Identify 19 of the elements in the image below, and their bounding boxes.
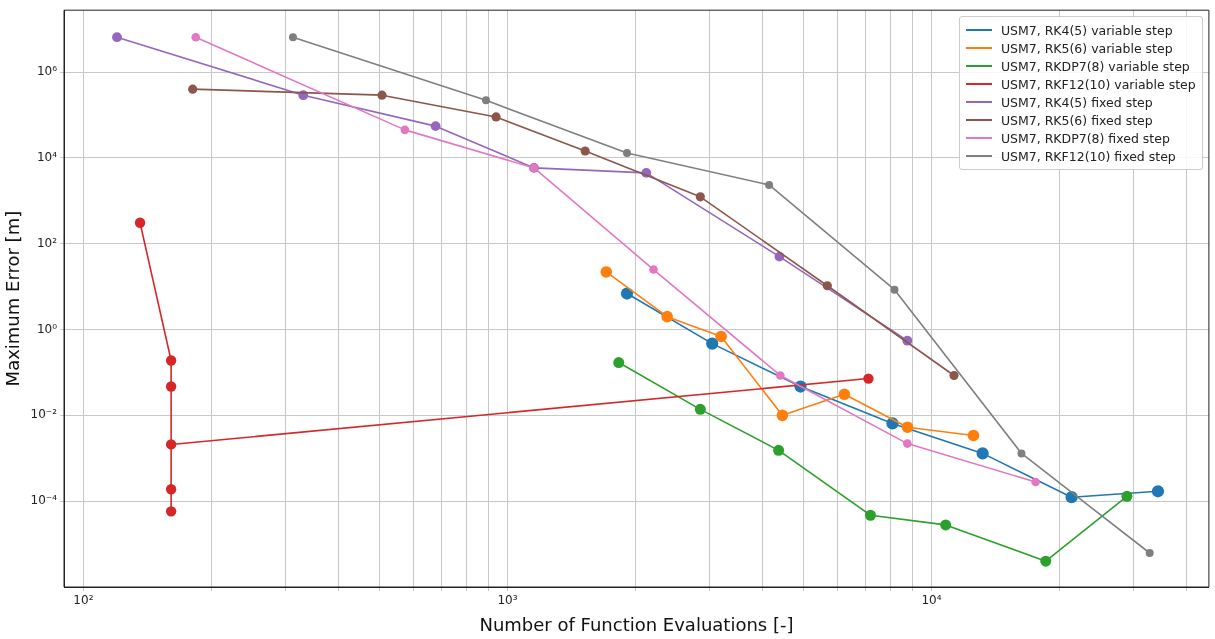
x-axis-title: Number of Function Evaluations [-] [479,613,794,635]
legend-label: USM7, RK5(6) fixed step [1000,112,1153,128]
x-tick-label: 10³ [497,593,518,608]
legend-label: USM7, RKF12(10) fixed step [1000,148,1176,164]
y-tick-label: 10⁰ [36,321,58,336]
x-tick-label: 10² [73,593,94,608]
y-tick-label: 10² [36,235,58,250]
y-tick-label: 10⁴ [36,150,58,165]
legend-label: USM7, RK4(5) variable step [1000,22,1173,38]
y-axis-title: Maximum Error [m] [2,210,24,387]
y-tick-label: 10⁻² [30,407,58,422]
y-tick-label: 10⁻⁴ [30,493,58,508]
legend-label: USM7, RK4(5) fixed step [1000,94,1153,110]
legend-label: USM7, RKDP7(8) fixed step [1000,130,1170,146]
legend-label: USM7, RKDP7(8) variable step [1000,58,1190,74]
x-tick-label: 10⁴ [921,593,942,608]
legend-label: USM7, RKF12(10) variable step [1000,76,1196,92]
y-tick-label: 10⁶ [36,64,58,79]
legend-label: USM7, RK5(6) variable step [1000,40,1173,56]
